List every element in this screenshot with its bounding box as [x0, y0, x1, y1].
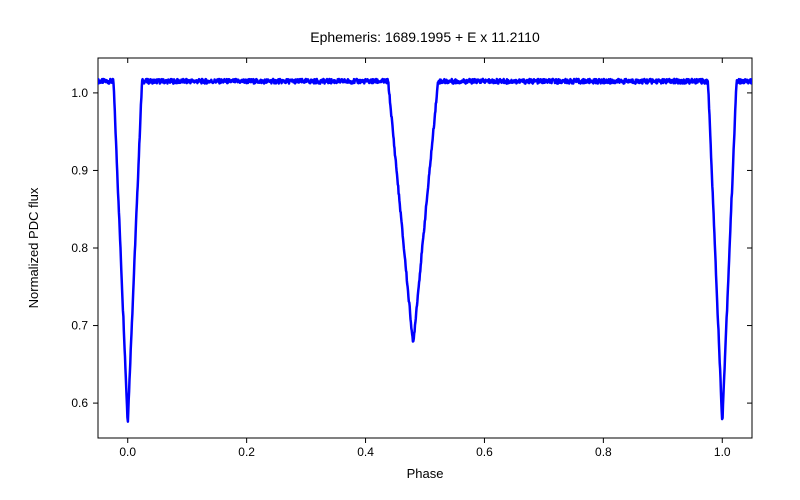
y-tick-label: 0.9	[71, 163, 88, 177]
x-tick-label: 1.0	[714, 445, 731, 459]
y-tick-label: 0.7	[71, 319, 88, 333]
y-tick-label: 0.6	[71, 396, 88, 410]
light-curve-chart: 0.0 0.2 0.4 0.6 0.8 1.0 0.6 0.7 0.8 0.9 1.0 Ephemer…	[0, 0, 800, 500]
x-tick-label: 0.4	[357, 445, 374, 459]
light-curve-series	[98, 79, 752, 422]
x-tick-label: 0.2	[238, 445, 255, 459]
x-axis-label: Phase	[407, 466, 444, 481]
y-tick-label: 1.0	[71, 86, 88, 100]
chart-container: 0.0 0.2 0.4 0.6 0.8 1.0 0.6 0.7 0.8 0.9 1.0 Ephemer…	[0, 0, 800, 500]
x-tick-label: 0.6	[476, 445, 493, 459]
plot-area	[98, 58, 752, 438]
chart-title: Ephemeris: 1689.1995 + E x 11.2110	[310, 29, 540, 45]
y-axis-label: Normalized PDC flux	[26, 187, 41, 308]
y-tick-label: 0.8	[71, 241, 88, 255]
x-tick-label: 0.0	[119, 445, 136, 459]
x-tick-label: 0.8	[595, 445, 612, 459]
